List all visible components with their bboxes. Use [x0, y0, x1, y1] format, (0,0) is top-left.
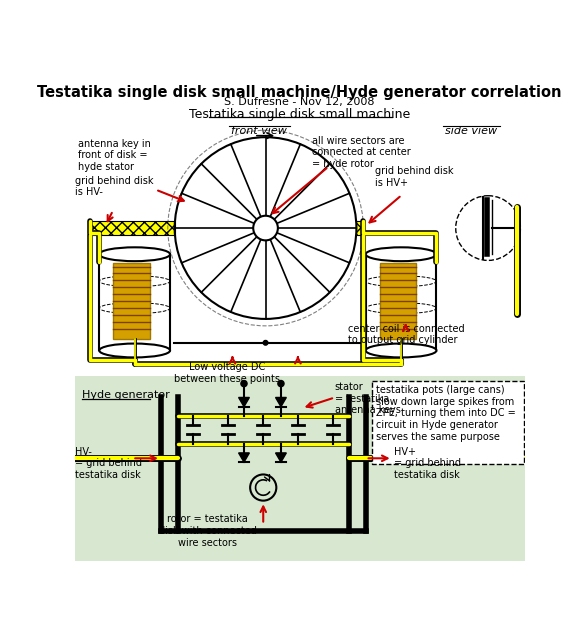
Bar: [75, 376, 525, 561]
Ellipse shape: [366, 248, 436, 261]
Circle shape: [253, 215, 278, 241]
Text: front view: front view: [232, 127, 287, 137]
Text: all wire sectors are
connected at center
= hyde rotor: all wire sectors are connected at center…: [312, 135, 411, 169]
Bar: [99, 255, 170, 350]
Polygon shape: [239, 453, 249, 462]
Circle shape: [241, 381, 247, 387]
Circle shape: [278, 381, 284, 387]
Bar: [366, 255, 436, 350]
Text: grid behind disk
is HV-: grid behind disk is HV-: [75, 176, 153, 197]
Bar: [90, 221, 175, 235]
Bar: [356, 221, 363, 235]
Text: rotor = testatika
disk with connected
wire sectors: rotor = testatika disk with connected wi…: [159, 515, 257, 547]
Polygon shape: [276, 398, 286, 407]
Circle shape: [263, 340, 268, 345]
Ellipse shape: [99, 248, 170, 261]
Polygon shape: [276, 453, 286, 462]
Text: stator
= testatika
antenna keys: stator = testatika antenna keys: [335, 382, 401, 415]
FancyBboxPatch shape: [372, 381, 524, 464]
Bar: [90, 221, 175, 235]
Bar: [356, 221, 363, 235]
Text: S. Dufresne - Nov 12, 2008: S. Dufresne - Nov 12, 2008: [224, 97, 374, 107]
Text: Testatika single disk small machine: Testatika single disk small machine: [189, 108, 410, 121]
Polygon shape: [239, 398, 249, 407]
Text: HV+
= grid behind
testatika disk: HV+ = grid behind testatika disk: [394, 447, 461, 480]
Text: testatika pots (large cans)
slow down large spikes from
ZPE, turning them into D: testatika pots (large cans) slow down la…: [376, 385, 516, 442]
Text: Low voltage DC
between these points: Low voltage DC between these points: [174, 362, 280, 384]
Text: center coil is connected
to output grid cylinder: center coil is connected to output grid …: [348, 324, 464, 345]
Text: HV-
= grid behind
testatika disk: HV- = grid behind testatika disk: [75, 447, 142, 480]
Bar: [113, 263, 150, 339]
Text: Hyde generator: Hyde generator: [82, 390, 170, 400]
Text: Testatika single disk small machine/Hyde generator correlation: Testatika single disk small machine/Hyde…: [37, 85, 562, 100]
Bar: [380, 263, 417, 339]
Text: side view: side view: [445, 127, 497, 137]
Text: antenna key in
front of disk =
hyde stator: antenna key in front of disk = hyde stat…: [78, 139, 152, 172]
Ellipse shape: [366, 343, 436, 357]
Ellipse shape: [99, 343, 170, 357]
Text: grid behind disk
is HV+: grid behind disk is HV+: [375, 166, 453, 188]
